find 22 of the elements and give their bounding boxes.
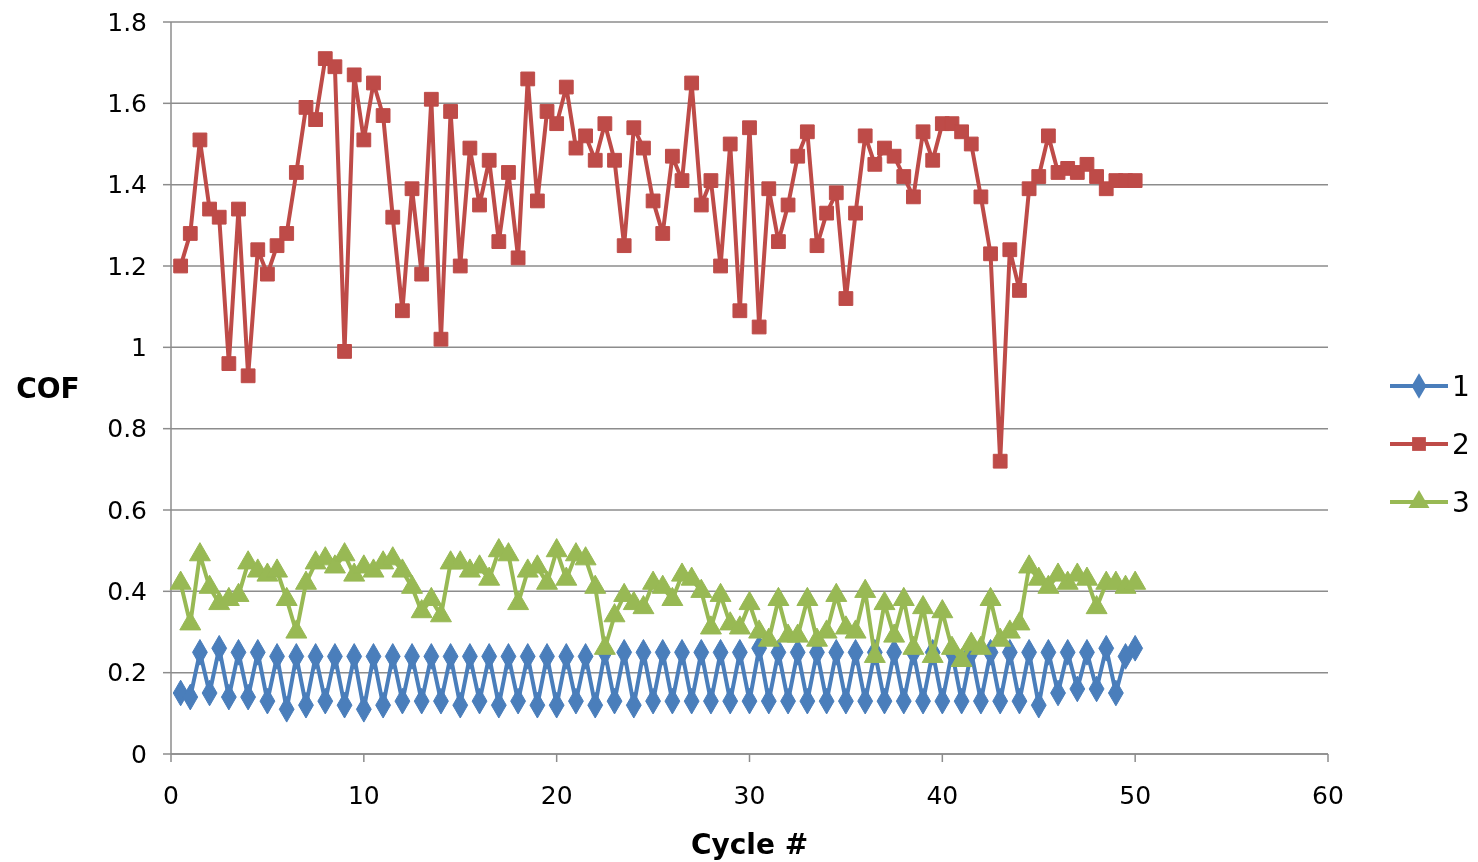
x-tick-label: 20	[540, 781, 573, 810]
legend-label: 3	[1452, 485, 1470, 519]
y-tick-label: 1.2	[107, 251, 147, 281]
y-tick-label: 1.6	[107, 89, 147, 119]
y-tick-label: 1	[131, 333, 147, 363]
legend-label: 2	[1452, 427, 1470, 461]
x-tick-label: 30	[733, 781, 766, 810]
y-tick-label: 0.4	[107, 577, 147, 607]
y-tick-label: 1.4	[107, 170, 147, 200]
y-tick-label: 1.8	[107, 7, 147, 37]
y-tick-label: 0.2	[107, 658, 147, 688]
y-tick-label: 0.8	[107, 414, 147, 444]
x-tick-label: 50	[1119, 781, 1152, 810]
x-tick-label: 60	[1312, 781, 1344, 810]
x-tick-label: 40	[926, 781, 959, 810]
legend-label: 1	[1452, 369, 1470, 403]
x-tick-label: 10	[347, 781, 380, 810]
x-tick-label: 0	[163, 781, 179, 810]
y-tick-label: 0	[131, 739, 147, 769]
y-tick-label: 0.6	[107, 495, 147, 525]
y-axis-title: COF	[16, 372, 80, 405]
x-axis-title: Cycle #	[690, 828, 809, 861]
